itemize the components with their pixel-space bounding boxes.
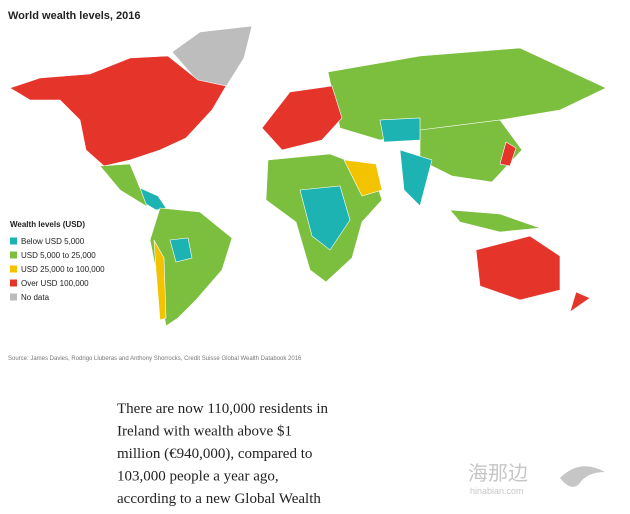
source-note: Source: James Davies, Rodrigo Lluberas a…: [8, 356, 302, 362]
indonesia: [449, 209, 541, 233]
south-america: [149, 207, 233, 327]
legend-swatch: [10, 265, 17, 273]
article-line: according to a new Global Wealth: [117, 491, 321, 507]
article-line: 103,000 people a year ago,: [117, 469, 279, 485]
legend-title: Wealth levels (USD): [10, 220, 85, 229]
legend-label: Below USD 5,000: [21, 237, 85, 246]
central-america: [139, 187, 167, 211]
watermark-name: 海那边: [468, 462, 528, 485]
article-line: Ireland with wealth above $1: [117, 424, 292, 440]
japan: [499, 141, 517, 167]
europe: [261, 85, 343, 151]
article-line: There are now 110,000 residents in: [117, 401, 329, 417]
watermark: 海那边 hinabian.com: [468, 462, 605, 496]
central-asia: [379, 117, 421, 143]
central-africa: [299, 185, 351, 251]
legend-swatch: [10, 251, 17, 259]
new-zealand: [569, 291, 591, 313]
chile: [153, 239, 167, 321]
legend-swatch: [10, 279, 17, 287]
article-text: There are now 110,000 residents in Irelan…: [117, 401, 329, 507]
watermark-logo: [560, 466, 605, 487]
legend-swatch: [10, 237, 17, 245]
legend: Wealth levels (USD) Below USD 5,000 USD 5…: [10, 220, 105, 302]
world-map: [9, 25, 607, 327]
australia: [475, 235, 561, 301]
legend-label: No data: [21, 293, 50, 302]
saudi-arabia: [343, 159, 383, 197]
legend-swatch: [10, 293, 17, 301]
watermark-site: hinabian.com: [470, 486, 524, 496]
north-america: [9, 55, 227, 167]
legend-label: Over USD 100,000: [21, 279, 89, 288]
bolivia: [169, 237, 193, 263]
article-line: million (€940,000), compared to: [117, 446, 312, 462]
map-title: World wealth levels, 2016: [8, 10, 140, 22]
legend-label: USD 5,000 to 25,000: [21, 251, 96, 260]
russia: [327, 47, 607, 141]
legend-label: USD 25,000 to 100,000: [21, 265, 105, 274]
india: [399, 149, 433, 207]
